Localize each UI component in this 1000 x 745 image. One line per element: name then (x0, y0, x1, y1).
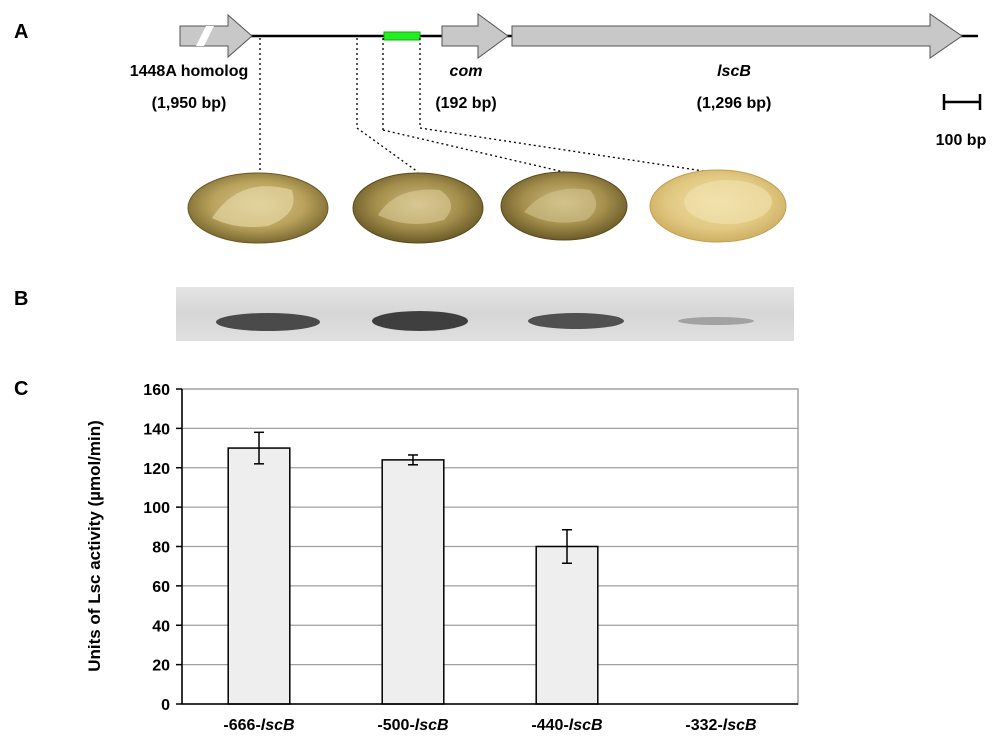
panel-letter-c: C (14, 378, 28, 400)
y-tick-label: 0 (161, 697, 170, 714)
blot-band-4 (678, 317, 754, 325)
x-tick-labels: -666-lscB -500-lscB -440-lscB -332-lscB (223, 717, 756, 734)
colony-4 (649, 169, 787, 243)
y-tick-label: 120 (143, 461, 170, 478)
colony-2 (352, 172, 484, 244)
y-tick-label: 80 (152, 540, 170, 557)
y-tick-label: 100 (143, 500, 170, 517)
bars (227, 431, 599, 705)
blot-band-2 (372, 311, 468, 331)
blot-band-1 (216, 313, 320, 331)
deletion-guides (259, 38, 711, 173)
gene-size-lscb: (1,296 bp) (697, 95, 772, 112)
panel-letter-b: B (14, 288, 28, 310)
bar (535, 545, 599, 705)
gene-arrow-com (441, 13, 509, 59)
error-bar (254, 431, 264, 465)
colony-3 (500, 171, 628, 241)
y-tick-label: 20 (152, 658, 170, 675)
error-bar (408, 454, 418, 466)
y-tick-label: 40 (152, 618, 170, 635)
promoter-region (383, 31, 421, 41)
x-tick-label: -332-lscB (685, 717, 756, 734)
x-tick-label: -440-lscB (531, 717, 602, 734)
y-ticks: 0 20 40 60 80 100 120 140 160 (143, 382, 182, 714)
colony-1 (187, 172, 329, 244)
bar (381, 459, 445, 705)
panel-letter-a: A (14, 21, 28, 43)
gene-arrow-1448a (179, 13, 253, 59)
western-blot (176, 287, 794, 341)
gene-name-1448a: 1448A homolog (130, 63, 249, 80)
bar-chart: 0 20 40 60 80 100 120 140 160 -666-lscB -500-lscB… (85, 382, 799, 734)
gene-size-com: (192 bp) (435, 95, 496, 112)
bar (227, 447, 291, 705)
blot-band-3 (528, 313, 624, 329)
scale-bar-label: 100 bp (936, 132, 987, 149)
x-tick-label: -666-lscB (223, 717, 294, 734)
gene-size-1448a: (1,950 bp) (152, 95, 227, 112)
gene-break-mark (196, 26, 214, 46)
y-tick-label: 160 (143, 382, 170, 399)
y-tick-label: 140 (143, 421, 170, 438)
y-tick-label: 60 (152, 579, 170, 596)
x-tick-label: -500-lscB (377, 717, 448, 734)
y-axis-title: Units of Lsc activity (µmol/min) (85, 420, 104, 672)
gene-arrow-lscb (511, 13, 963, 59)
gene-name-lscb: lscB (717, 63, 751, 80)
scale-bar (942, 94, 982, 110)
error-bar (562, 529, 572, 564)
gene-name-com: com (450, 63, 483, 80)
